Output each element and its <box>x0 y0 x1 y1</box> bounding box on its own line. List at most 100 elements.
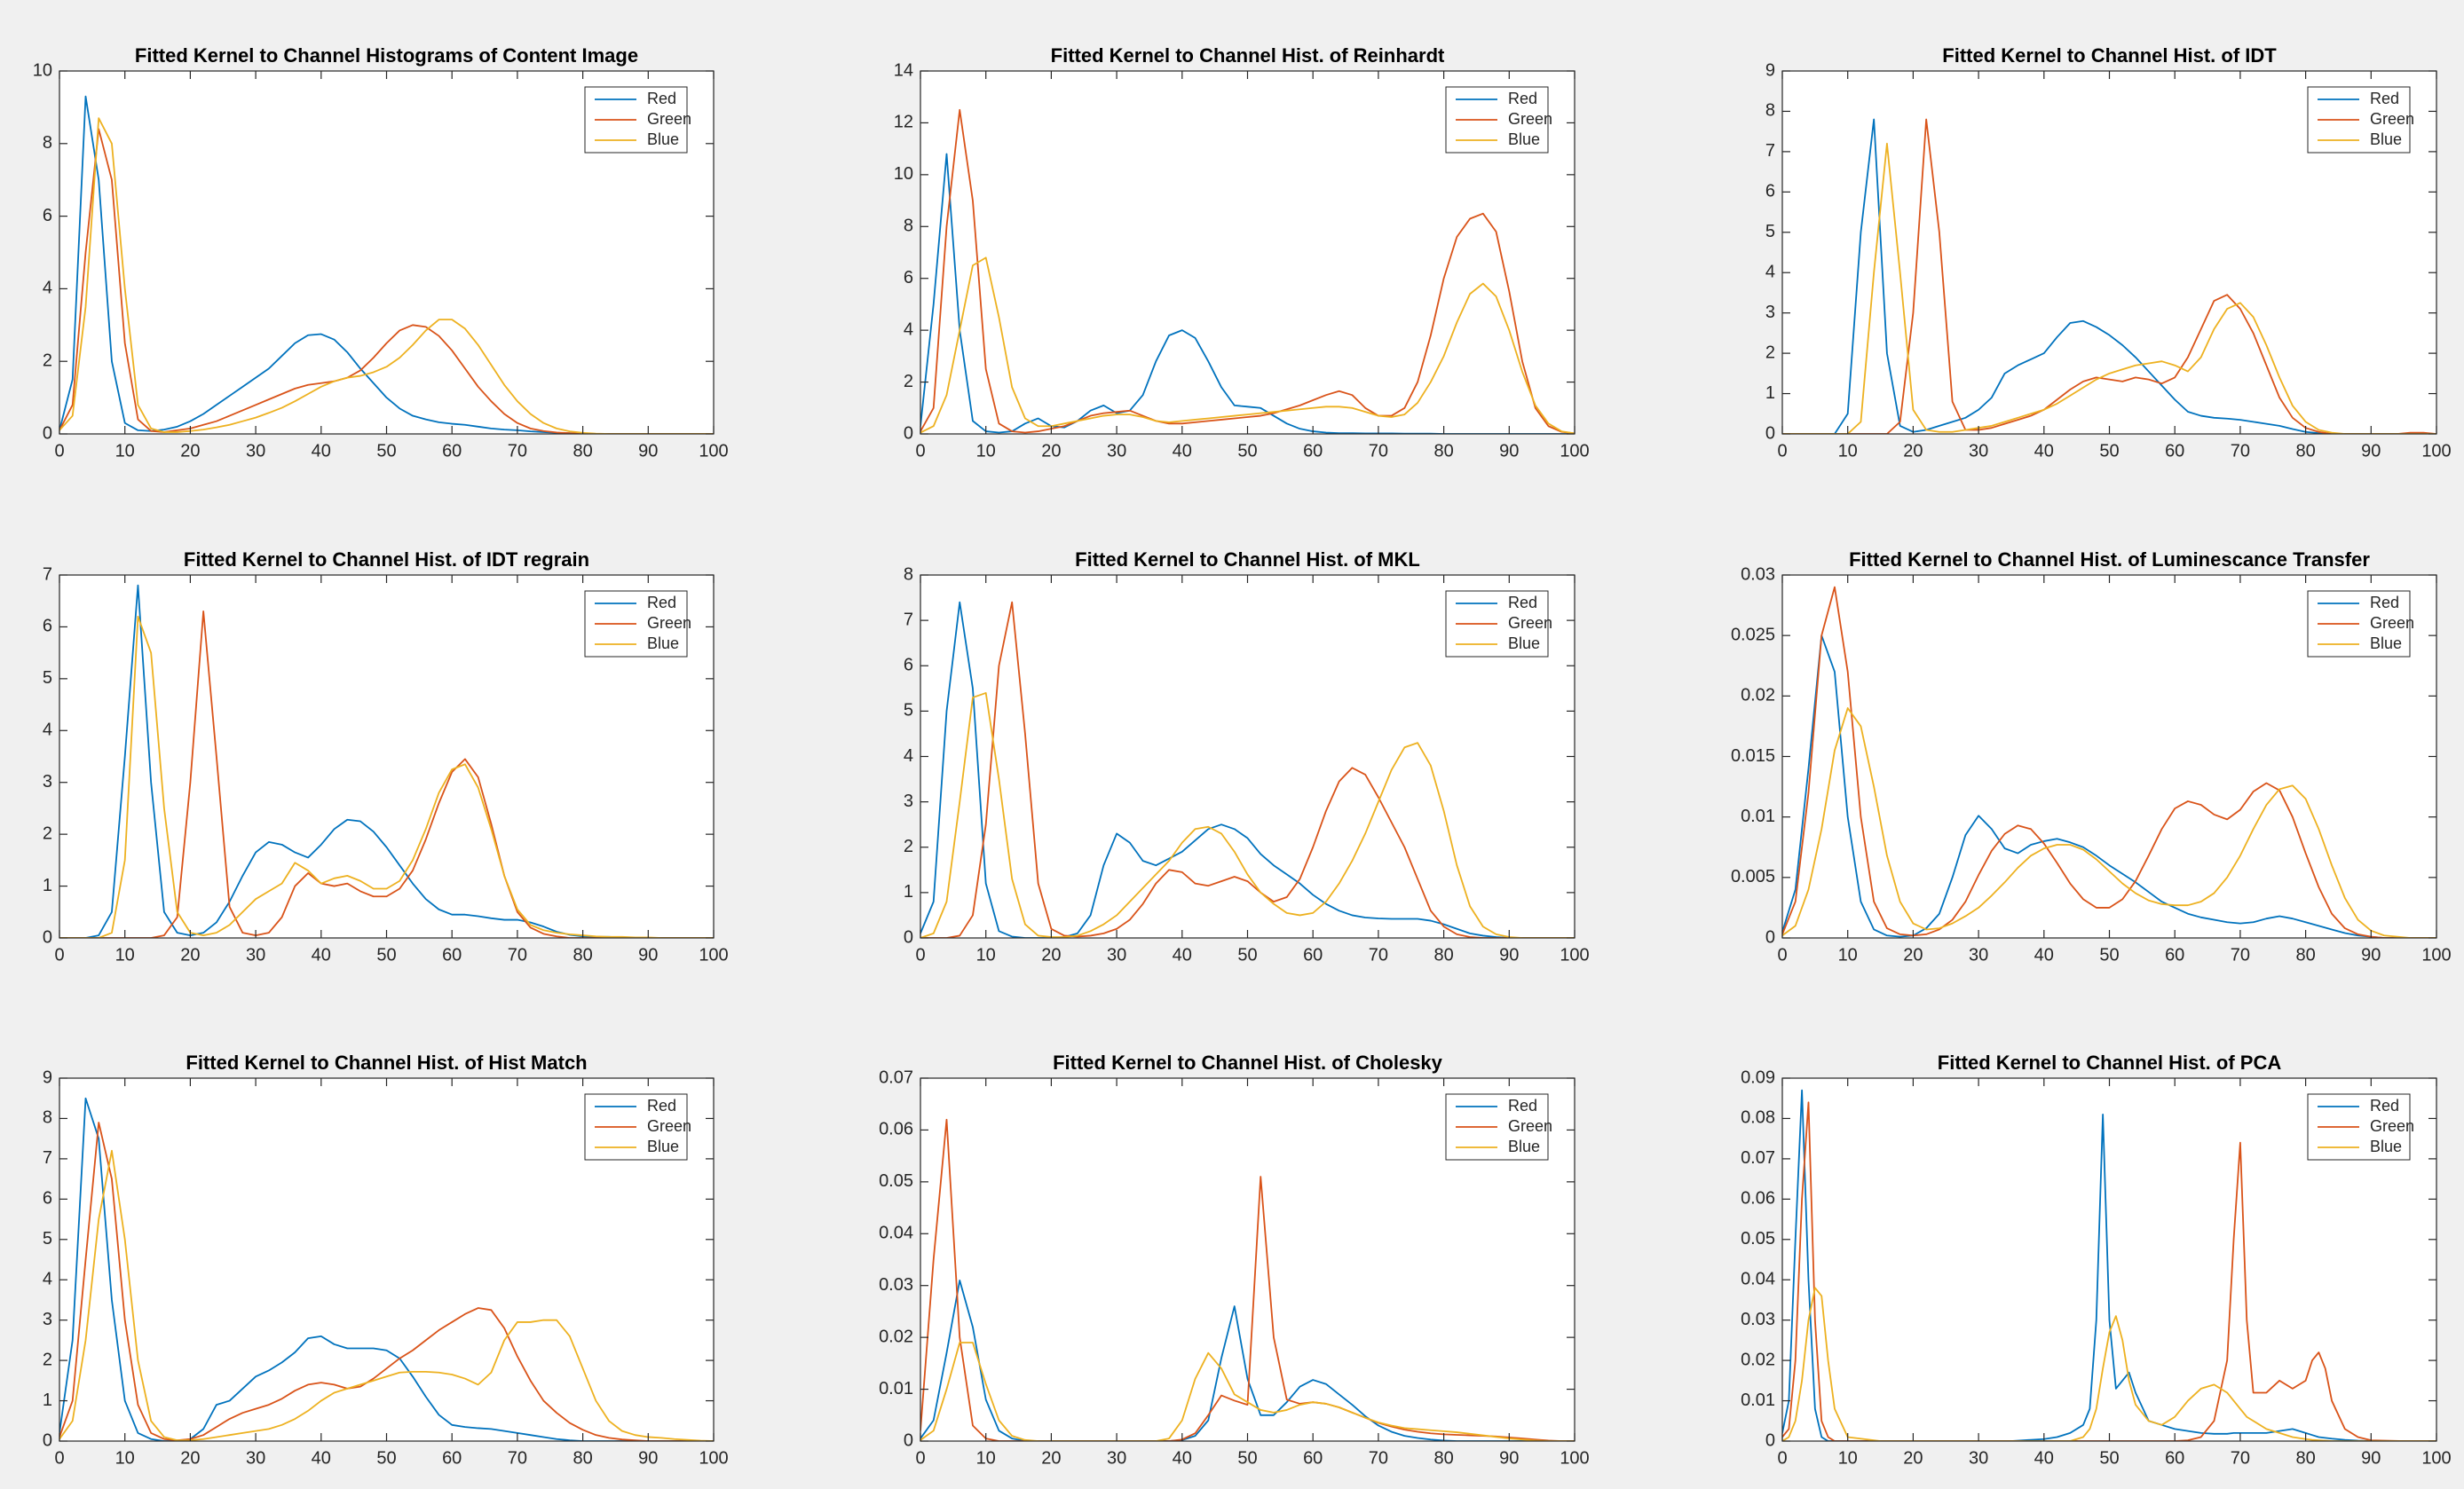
x-tick-label: 10 <box>976 1448 996 1468</box>
legend-label: Green <box>647 110 691 128</box>
x-tick-label: 70 <box>1369 441 1388 461</box>
x-tick-label: 0 <box>1777 1448 1787 1468</box>
x-tick-label: 90 <box>2361 945 2381 965</box>
x-tick-label: 70 <box>508 1448 527 1468</box>
x-tick-label: 80 <box>573 441 592 461</box>
y-tick-label: 4 <box>43 721 52 740</box>
y-tick-label: 6 <box>904 268 913 288</box>
subplot: 0 10 20 30 40 50 60 70 80 90 100 0 1 2 3 4 5 6 7 8 Fitted Ke… <box>904 548 1590 965</box>
y-tick-label: 0 <box>904 423 913 443</box>
legend-label: Blue <box>1508 634 1540 652</box>
x-tick-label: 70 <box>2231 441 2250 461</box>
x-tick-label: 0 <box>54 1448 64 1468</box>
x-tick-label: 40 <box>312 945 331 965</box>
y-tick-label: 0.01 <box>879 1379 913 1398</box>
y-tick-label: 0 <box>1765 927 1775 947</box>
x-tick-label: 50 <box>376 1448 396 1468</box>
y-tick-label: 9 <box>43 1068 52 1087</box>
x-tick-label: 30 <box>246 945 265 965</box>
x-tick-label: 90 <box>1499 1448 1519 1468</box>
y-tick-label: 8 <box>43 133 52 153</box>
y-tick-label: 0.02 <box>1741 686 1775 705</box>
x-tick-label: 80 <box>2295 1448 2315 1468</box>
legend-label: Red <box>2370 594 2399 611</box>
x-tick-label: 70 <box>508 945 527 965</box>
x-tick-label: 50 <box>2099 441 2119 461</box>
y-tick-label: 0.01 <box>1741 807 1775 826</box>
y-tick-label: 8 <box>904 217 913 236</box>
y-tick-label: 6 <box>43 1189 52 1209</box>
x-tick-label: 30 <box>1969 1448 1988 1468</box>
legend-label: Blue <box>2370 130 2402 148</box>
legend-label: Blue <box>1508 1138 1540 1155</box>
subplot: 0 10 20 30 40 50 60 70 80 90 100 0 0.005 0.01 0.015 0.0… <box>1731 548 2452 965</box>
x-tick-label: 100 <box>1560 945 1589 965</box>
x-tick-label: 90 <box>638 1448 658 1468</box>
legend: Red Green Blue <box>2307 86 2414 154</box>
y-tick-label: 1 <box>43 1391 52 1410</box>
x-tick-label: 60 <box>442 441 462 461</box>
x-tick-label: 20 <box>1903 441 1923 461</box>
y-tick-label: 0.015 <box>1731 746 1775 766</box>
data-line <box>920 1342 1575 1441</box>
y-tick-label: 0.025 <box>1731 625 1775 644</box>
y-tick-label: 2 <box>904 837 913 856</box>
x-tick-label: 30 <box>246 1448 265 1468</box>
chart-title: Fitted Kernel to Channel Hist. of Lumine… <box>1849 548 2370 571</box>
y-tick-label: 1 <box>43 876 52 895</box>
y-tick-label: 7 <box>43 564 52 584</box>
x-tick-label: 40 <box>1173 441 1192 461</box>
y-tick-label: 7 <box>904 610 913 629</box>
x-tick-label: 30 <box>1107 441 1126 461</box>
x-tick-label: 50 <box>376 945 396 965</box>
data-line <box>920 1118 1575 1441</box>
y-tick-label: 0.02 <box>879 1327 913 1346</box>
y-tick-label: 3 <box>43 772 52 792</box>
x-tick-label: 20 <box>180 441 200 461</box>
legend-label: Red <box>647 594 676 611</box>
x-tick-label: 100 <box>2421 945 2451 965</box>
legend-label: Blue <box>647 634 679 652</box>
y-tick-label: 4 <box>43 279 52 298</box>
y-tick-label: 0.08 <box>1741 1108 1775 1128</box>
x-tick-label: 10 <box>115 945 135 965</box>
x-tick-label: 70 <box>508 441 527 461</box>
x-tick-label: 80 <box>2295 945 2315 965</box>
y-tick-label: 2 <box>43 351 52 370</box>
x-tick-label: 100 <box>1560 1448 1589 1468</box>
data-line <box>59 1122 714 1441</box>
x-tick-label: 60 <box>1303 945 1323 965</box>
x-tick-label: 80 <box>2295 441 2315 461</box>
y-tick-label: 10 <box>894 164 913 184</box>
x-tick-label: 0 <box>915 441 925 461</box>
y-tick-label: 0.01 <box>1741 1391 1775 1410</box>
x-tick-label: 0 <box>915 945 925 965</box>
legend-label: Blue <box>647 1138 679 1155</box>
x-tick-label: 80 <box>573 945 592 965</box>
y-tick-label: 0 <box>43 927 52 947</box>
data-line <box>59 615 714 938</box>
y-tick-label: 3 <box>904 792 913 811</box>
x-tick-label: 10 <box>976 945 996 965</box>
y-tick-label: 0.07 <box>879 1068 913 1087</box>
x-tick-label: 60 <box>1303 1448 1323 1468</box>
y-tick-label: 0.05 <box>879 1171 913 1191</box>
y-tick-label: 3 <box>1765 303 1775 322</box>
x-tick-label: 70 <box>1369 945 1388 965</box>
legend-label: Red <box>647 1097 676 1115</box>
x-tick-label: 70 <box>2231 1448 2250 1468</box>
y-tick-label: 0 <box>904 927 913 947</box>
x-tick-label: 90 <box>2361 441 2381 461</box>
x-tick-label: 90 <box>2361 1448 2381 1468</box>
x-tick-label: 10 <box>1838 441 1858 461</box>
x-tick-label: 20 <box>1903 945 1923 965</box>
x-tick-label: 60 <box>442 945 462 965</box>
chart-title: Fitted Kernel to Channel Hist. of Hist M… <box>186 1052 587 1074</box>
data-line <box>1782 1089 2436 1441</box>
x-tick-label: 30 <box>246 441 265 461</box>
x-tick-label: 40 <box>2034 441 2054 461</box>
subplot: 0 10 20 30 40 50 60 70 80 90 100 0 1 2 3 4 5 6 7 8 9 Fitted K… <box>1765 44 2452 461</box>
subplot: 0 10 20 30 40 50 60 70 80 90 100 0 2 4 6 8 10 Fitted Kern… <box>33 44 729 461</box>
x-tick-label: 100 <box>699 441 728 461</box>
x-tick-label: 30 <box>1969 441 1988 461</box>
